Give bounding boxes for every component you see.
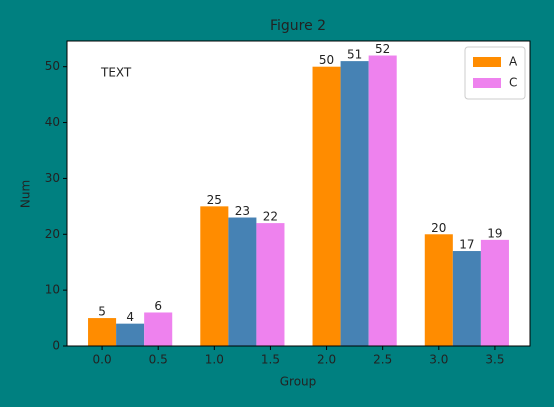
y-tick-label: 10 <box>45 283 60 297</box>
value-label: 20 <box>431 221 446 235</box>
legend-label: A <box>509 55 518 69</box>
value-label: 50 <box>319 53 334 67</box>
bar <box>312 66 341 346</box>
bar <box>116 323 145 346</box>
y-tick-label: 0 <box>52 339 60 353</box>
bar <box>480 239 509 346</box>
bar <box>368 55 397 347</box>
value-label: 52 <box>375 42 390 56</box>
x-tick-label: 3.5 <box>485 353 504 367</box>
value-label: 22 <box>263 210 278 224</box>
legend-label: C <box>509 76 517 90</box>
value-label: 5 <box>98 305 106 319</box>
bar <box>256 223 285 346</box>
chart-title: Figure 2 <box>270 18 326 34</box>
bar <box>88 318 117 346</box>
value-label: 23 <box>235 204 250 218</box>
y-tick-label: 40 <box>45 115 60 129</box>
y-tick-label: 30 <box>45 171 60 185</box>
x-tick-label: 0.5 <box>149 353 168 367</box>
bar <box>228 217 257 346</box>
y-tick-label: 20 <box>45 227 60 241</box>
value-label: 51 <box>347 48 362 62</box>
value-label: 25 <box>207 193 222 207</box>
legend-swatch <box>473 57 501 67</box>
value-label: 17 <box>459 238 474 252</box>
y-tick-label: 50 <box>45 59 60 73</box>
x-tick-label: 2.0 <box>317 353 336 367</box>
axes-frame <box>66 40 531 347</box>
x-axis-label: Group <box>280 375 317 389</box>
bar <box>144 312 173 346</box>
value-label: 4 <box>126 310 134 324</box>
x-tick-label: 1.5 <box>261 353 280 367</box>
legend-swatch <box>473 78 501 88</box>
annotation: TEXT <box>100 66 132 80</box>
x-tick-label: 1.0 <box>205 353 224 367</box>
value-label: 19 <box>487 226 502 240</box>
bar <box>340 61 369 346</box>
y-axis-label: Num <box>19 180 33 208</box>
x-tick-label: 3.0 <box>429 353 448 367</box>
bar <box>200 206 229 346</box>
x-tick-label: 0.0 <box>93 353 112 367</box>
bar <box>452 251 481 346</box>
x-tick-label: 2.5 <box>373 353 392 367</box>
bar <box>424 234 453 346</box>
value-label: 6 <box>154 299 162 313</box>
